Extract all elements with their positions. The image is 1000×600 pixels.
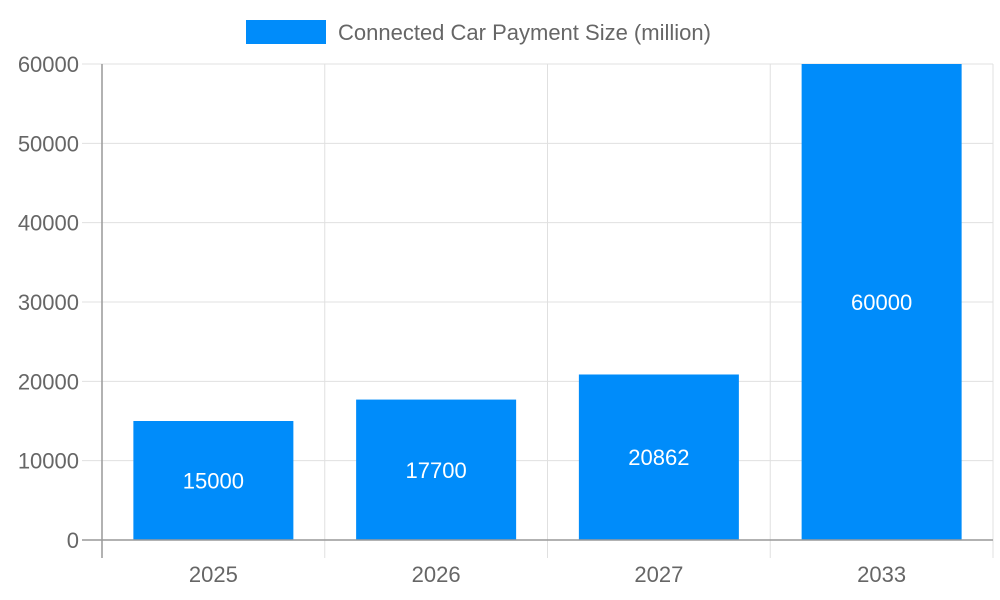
x-tick-label: 2025 xyxy=(189,562,238,587)
bar-2027 xyxy=(578,374,739,540)
bar-2033 xyxy=(801,64,962,540)
legend-swatch xyxy=(246,20,326,44)
axes: 0 10000 20000 30000 40000 50000 60000 2025 2026 2… xyxy=(18,52,993,587)
data-label: 60000 xyxy=(851,290,912,315)
bar-2025 xyxy=(133,421,294,540)
legend[interactable]: Connected Car Payment Size (million) xyxy=(246,20,711,45)
x-tick-label: 2027 xyxy=(634,562,683,587)
y-tick-label: 10000 xyxy=(18,449,79,474)
y-tick-label: 60000 xyxy=(18,52,79,77)
data-label: 17700 xyxy=(406,458,467,483)
y-tick-label: 40000 xyxy=(18,211,79,236)
x-tick-label: 2026 xyxy=(412,562,461,587)
y-tick-label: 0 xyxy=(67,528,79,553)
y-tick-label: 50000 xyxy=(18,131,79,156)
bars: 15000 17700 20862 60000 xyxy=(133,64,962,540)
legend-label: Connected Car Payment Size (million) xyxy=(338,20,711,45)
bar-2026 xyxy=(356,399,517,540)
y-tick-label: 30000 xyxy=(18,290,79,315)
y-tick-label: 20000 xyxy=(18,369,79,394)
x-tick-label: 2033 xyxy=(857,562,906,587)
data-label: 15000 xyxy=(183,469,244,494)
data-label: 20862 xyxy=(628,445,689,470)
